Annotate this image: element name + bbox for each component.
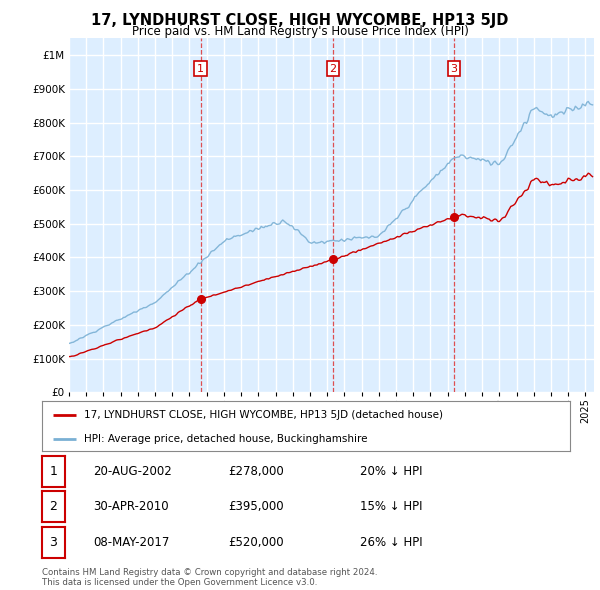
Text: 30-APR-2010: 30-APR-2010 (93, 500, 169, 513)
Text: 15% ↓ HPI: 15% ↓ HPI (360, 500, 422, 513)
Text: 20-AUG-2002: 20-AUG-2002 (93, 465, 172, 478)
Text: 17, LYNDHURST CLOSE, HIGH WYCOMBE, HP13 5JD: 17, LYNDHURST CLOSE, HIGH WYCOMBE, HP13 … (91, 13, 509, 28)
Text: £520,000: £520,000 (228, 536, 284, 549)
Text: 3: 3 (49, 536, 58, 549)
Text: 17, LYNDHURST CLOSE, HIGH WYCOMBE, HP13 5JD (detached house): 17, LYNDHURST CLOSE, HIGH WYCOMBE, HP13 … (84, 410, 443, 420)
Text: £278,000: £278,000 (228, 465, 284, 478)
Text: 08-MAY-2017: 08-MAY-2017 (93, 536, 169, 549)
Text: Price paid vs. HM Land Registry's House Price Index (HPI): Price paid vs. HM Land Registry's House … (131, 25, 469, 38)
Text: 1: 1 (49, 465, 58, 478)
Text: HPI: Average price, detached house, Buckinghamshire: HPI: Average price, detached house, Buck… (84, 434, 368, 444)
Text: 26% ↓ HPI: 26% ↓ HPI (360, 536, 422, 549)
Text: 3: 3 (451, 64, 457, 74)
Text: 1: 1 (197, 64, 204, 74)
Text: £395,000: £395,000 (228, 500, 284, 513)
Text: 2: 2 (49, 500, 58, 513)
Text: 20% ↓ HPI: 20% ↓ HPI (360, 465, 422, 478)
Text: 2: 2 (329, 64, 337, 74)
Text: Contains HM Land Registry data © Crown copyright and database right 2024.
This d: Contains HM Land Registry data © Crown c… (42, 568, 377, 587)
